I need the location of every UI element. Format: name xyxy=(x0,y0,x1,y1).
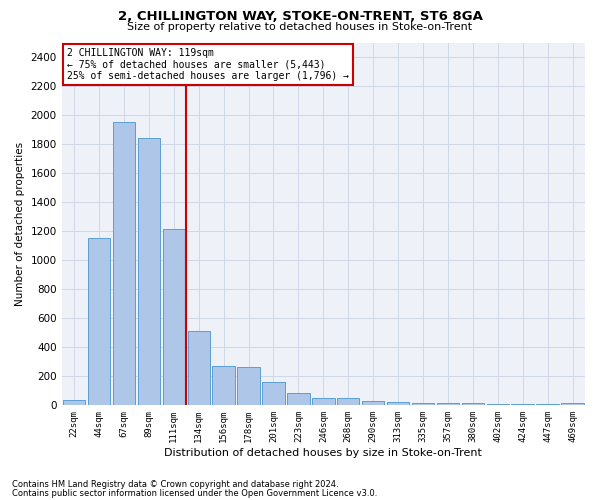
Bar xyxy=(562,404,584,405)
Text: 2, CHILLINGTON WAY, STOKE-ON-TRENT, ST6 8GA: 2, CHILLINGTON WAY, STOKE-ON-TRENT, ST6 … xyxy=(118,10,482,23)
Bar xyxy=(511,404,534,405)
Bar xyxy=(113,122,135,405)
Bar xyxy=(287,393,310,405)
Bar xyxy=(163,230,185,405)
Text: Size of property relative to detached houses in Stoke-on-Trent: Size of property relative to detached ho… xyxy=(127,22,473,32)
Bar xyxy=(536,404,559,405)
Bar xyxy=(487,404,509,405)
Bar xyxy=(412,404,434,405)
Bar xyxy=(63,400,85,405)
Bar xyxy=(437,402,459,405)
Bar xyxy=(137,138,160,405)
Bar xyxy=(312,398,335,405)
Text: 2 CHILLINGTON WAY: 119sqm
← 75% of detached houses are smaller (5,443)
25% of se: 2 CHILLINGTON WAY: 119sqm ← 75% of detac… xyxy=(67,48,349,81)
Bar xyxy=(387,402,409,405)
Y-axis label: Number of detached properties: Number of detached properties xyxy=(15,142,25,306)
Bar xyxy=(337,398,359,405)
Bar xyxy=(188,331,210,405)
Bar xyxy=(88,238,110,405)
X-axis label: Distribution of detached houses by size in Stoke-on-Trent: Distribution of detached houses by size … xyxy=(164,448,482,458)
Bar xyxy=(238,367,260,405)
Text: Contains HM Land Registry data © Crown copyright and database right 2024.: Contains HM Land Registry data © Crown c… xyxy=(12,480,338,489)
Text: Contains public sector information licensed under the Open Government Licence v3: Contains public sector information licen… xyxy=(12,488,377,498)
Bar xyxy=(461,404,484,405)
Bar xyxy=(262,382,285,405)
Bar xyxy=(212,366,235,405)
Bar xyxy=(362,401,385,405)
